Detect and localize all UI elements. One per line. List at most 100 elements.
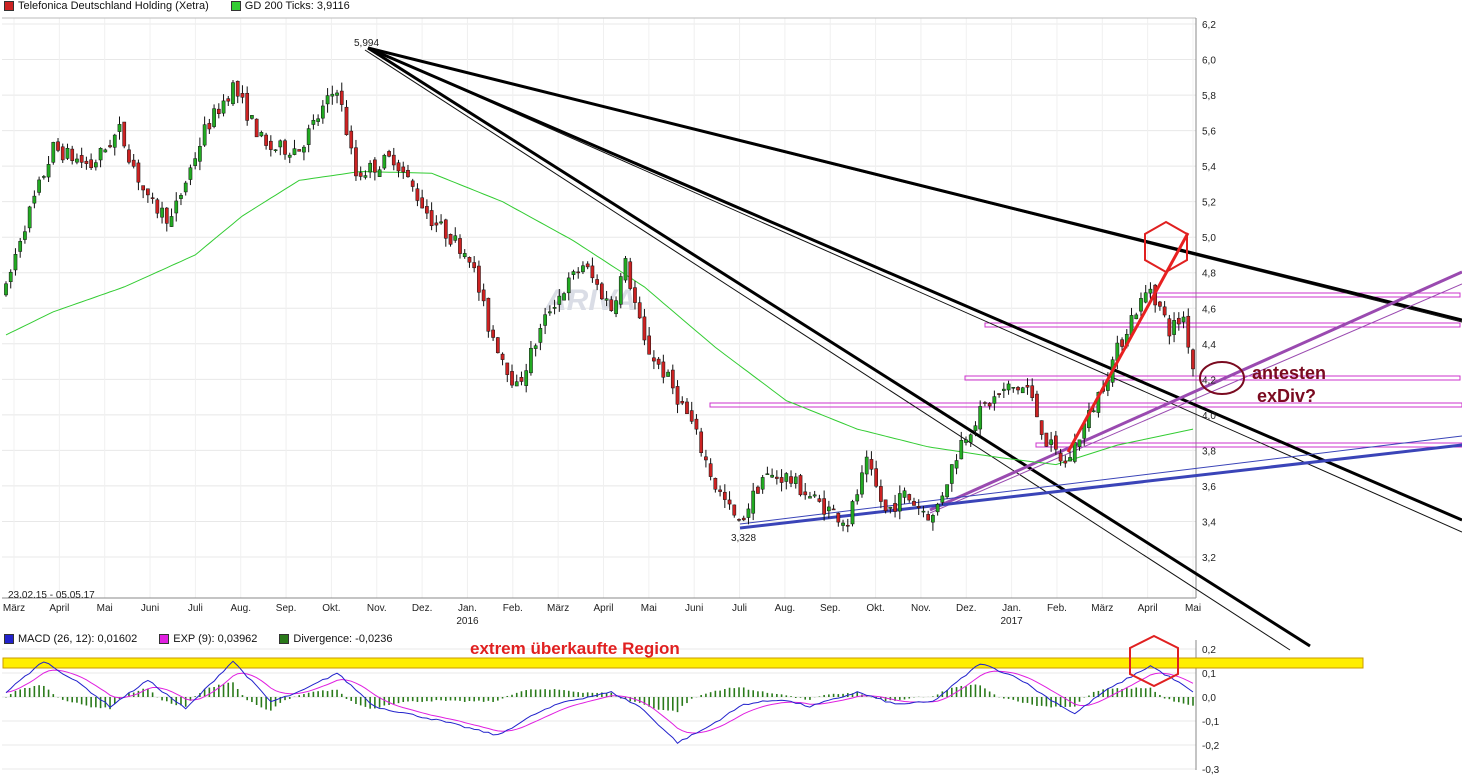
candle-body <box>954 460 959 469</box>
candle-body <box>108 145 112 148</box>
x-month-tick: Sep. <box>820 603 841 614</box>
x-month-tick: Juli <box>732 603 747 614</box>
candle-body <box>713 477 718 490</box>
candle-body <box>912 500 916 506</box>
x-month-tick: Mai <box>1185 603 1201 614</box>
candle-body <box>879 486 883 502</box>
price-y-tick: 5,4 <box>1202 162 1216 173</box>
trendline-thick-3 <box>367 46 1311 648</box>
price-y-tick: 4,8 <box>1202 269 1216 280</box>
candle-body <box>1044 432 1049 447</box>
candle-body <box>827 506 831 512</box>
candle-body <box>1158 301 1162 307</box>
candle-body <box>557 295 562 305</box>
candle-body <box>656 358 661 365</box>
x-month-tick: Juni <box>141 603 159 614</box>
resistance-box-385 <box>709 402 1462 408</box>
candle-body <box>131 159 136 167</box>
legend-exp: EXP (9): 0,03962 <box>173 633 258 645</box>
candle-body <box>1143 292 1148 303</box>
legend-swatch-divergence <box>279 634 290 644</box>
price-y-tick: 4,2 <box>1202 375 1216 386</box>
price-y-axis: 6,2 6,0 5,8 5,6 5,4 5,2 5,0 4,8 4,6 4,4 4,2 4,0 3,8 3… <box>1202 20 1216 564</box>
candle-body <box>987 403 992 407</box>
candle-body <box>789 476 793 484</box>
candle-body <box>358 172 363 177</box>
sma200-line <box>5 170 1194 466</box>
price-y-tick: 3,2 <box>1202 553 1216 564</box>
candle-body <box>1120 339 1124 347</box>
x-month-tick: Dez. <box>956 603 977 614</box>
legend-divergence: Divergence: -0,0236 <box>293 633 393 645</box>
x-month-tick: Mai <box>97 603 113 614</box>
candle-body <box>869 459 874 470</box>
candle-body <box>1172 320 1176 335</box>
candle-body <box>916 506 921 508</box>
candle-body <box>874 468 879 487</box>
candle-body <box>127 149 131 163</box>
x-month-tick: Sep. <box>276 603 297 614</box>
price-y-tick: 5,6 <box>1202 127 1216 138</box>
candle-body <box>467 257 472 263</box>
candle-body <box>183 182 188 193</box>
candle-body <box>935 503 940 513</box>
candle-body <box>1176 317 1181 325</box>
candle-body <box>103 149 108 153</box>
candle-body <box>1035 393 1039 418</box>
candle-body <box>510 371 514 386</box>
candle-body <box>254 118 259 138</box>
candle-body <box>287 154 292 158</box>
candle-body <box>699 431 704 453</box>
candle-body <box>812 494 817 497</box>
candle-body <box>1077 439 1082 447</box>
candle-body <box>169 216 174 227</box>
candle-body <box>283 140 287 155</box>
candle-body <box>718 489 722 492</box>
candle-body <box>600 283 604 300</box>
candle-body <box>1091 410 1096 413</box>
candle-body <box>65 147 70 159</box>
x-month-tick: März <box>547 603 569 614</box>
legend-sma: GD 200 Ticks: 3,9116 <box>244 0 350 12</box>
candle-body <box>633 287 637 303</box>
candle-body <box>680 401 685 404</box>
candle-body <box>1049 439 1053 445</box>
candle-body <box>349 130 354 149</box>
x-month-tick: März <box>3 603 25 614</box>
price-y-tick: 5,0 <box>1202 233 1216 244</box>
price-y-tick: 3,8 <box>1202 446 1216 457</box>
macd-legend: MACD (26, 12): 0,01602 EXP (9): 0,03962 … <box>4 633 392 645</box>
candle-body <box>264 134 268 146</box>
candle-body <box>396 162 401 172</box>
price-y-tick: 6,2 <box>1202 20 1216 31</box>
candle-body <box>959 440 964 460</box>
candle-body <box>803 491 808 496</box>
candle-body <box>339 90 344 105</box>
candle-body <box>727 499 732 505</box>
low-label: 3,328 <box>731 533 756 544</box>
candle-body <box>524 370 529 386</box>
candle-body <box>1006 383 1011 391</box>
candle-body <box>855 494 860 502</box>
candle-body <box>756 486 760 494</box>
x-month-tick: Mai <box>641 603 657 614</box>
candle-body <box>514 381 519 387</box>
candle-body <box>642 316 647 341</box>
macd-y-tick: 0,1 <box>1202 669 1216 680</box>
legend-swatch-price <box>4 1 14 11</box>
candle-body <box>751 490 756 514</box>
candle-body <box>245 92 250 121</box>
candle-body <box>765 473 770 475</box>
candle-body <box>462 253 467 258</box>
candle-body <box>1058 452 1063 462</box>
candle-body <box>628 261 633 289</box>
candle-body <box>964 439 968 443</box>
purple-support-line-thin <box>929 283 1462 514</box>
candle-body <box>297 149 302 152</box>
candle-body <box>117 124 122 132</box>
candle-body <box>590 265 595 279</box>
candle-body <box>1011 387 1016 389</box>
candle-body <box>448 233 453 245</box>
x-year-tick: 2016 <box>456 616 479 627</box>
candle-body <box>155 199 160 214</box>
